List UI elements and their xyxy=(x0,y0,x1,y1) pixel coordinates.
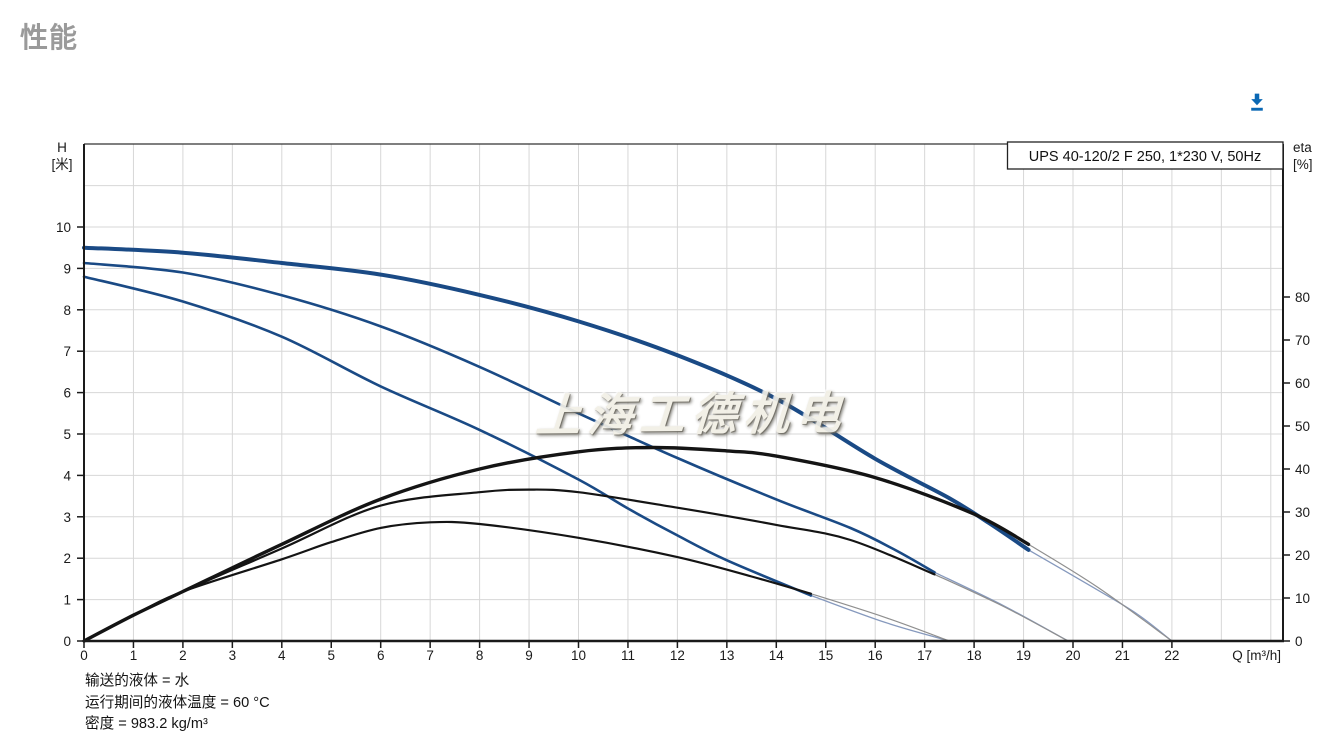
y-left-axis-title-line1: H xyxy=(57,140,67,155)
x-tick-label: 5 xyxy=(327,648,335,663)
curve-head-speed3-ext xyxy=(1027,549,1173,642)
fluid-info-line2: 运行期间的液体温度 = 60 °C xyxy=(85,694,270,711)
x-tick-label: 14 xyxy=(769,648,785,663)
curve-eta-speed1-ext xyxy=(810,593,950,642)
y-left-tick-label: 8 xyxy=(63,303,71,318)
y-right-tick-label: 0 xyxy=(1295,634,1303,649)
y-right-tick-label: 10 xyxy=(1295,591,1310,606)
x-tick-label: 20 xyxy=(1065,648,1080,663)
x-tick-label: 21 xyxy=(1115,648,1130,663)
x-tick-label: 10 xyxy=(571,648,586,663)
y-left-tick-label: 4 xyxy=(63,468,71,483)
x-tick-label: 2 xyxy=(179,648,187,663)
curve-eta-speed1 xyxy=(82,520,812,643)
y-left-tick-label: 3 xyxy=(63,510,71,525)
y-left-tick-label: 10 xyxy=(56,220,71,235)
curve-head-speed2 xyxy=(82,261,936,574)
x-tick-label: 22 xyxy=(1164,648,1179,663)
x-tick-label: 0 xyxy=(80,648,88,663)
curve-head-speed3 xyxy=(82,245,1031,552)
curve-eta-speed2-ext xyxy=(933,573,1069,642)
fluid-info-line1: 输送的液体 = 水 xyxy=(85,673,190,689)
y-right-tick-label: 50 xyxy=(1295,419,1310,434)
x-tick-label: 6 xyxy=(377,648,385,663)
y-left-tick-label: 2 xyxy=(63,551,71,566)
y-right-axis-title-line1: eta xyxy=(1293,140,1312,155)
y-left-tick-label: 9 xyxy=(63,261,71,276)
y-left-tick-label: 6 xyxy=(63,386,71,401)
download-icon xyxy=(1251,93,1263,111)
y-left-tick-label: 7 xyxy=(63,344,71,359)
curve-title-box: UPS 40-120/2 F 250, 1*230 V, 50Hz xyxy=(1006,141,1284,170)
y-right-tick-label: 80 xyxy=(1295,290,1310,305)
fluid-info-line3: 密度 = 983.2 kg/m³ xyxy=(85,716,208,732)
x-axis-title: Q [m³/h] xyxy=(1232,648,1281,663)
curve-head-speed1-ext xyxy=(810,594,951,642)
axis-titles: H [米] eta [%] Q [m³/h] xyxy=(51,140,1312,663)
y-right-tick-label: 70 xyxy=(1295,333,1310,348)
x-tick-label: 12 xyxy=(670,648,685,663)
x-tick-label: 1 xyxy=(130,648,138,663)
curves xyxy=(82,245,1173,643)
y-left-tick-label: 5 xyxy=(63,427,71,442)
x-tick-label: 15 xyxy=(818,648,833,663)
x-tick-label: 18 xyxy=(967,648,982,663)
y-right-axis-title-line2: [%] xyxy=(1293,157,1313,172)
x-tick-label: 11 xyxy=(621,648,635,663)
curve-head-speed1 xyxy=(82,275,813,597)
grid-lines xyxy=(84,144,1283,641)
curve-title: UPS 40-120/2 F 250, 1*230 V, 50Hz xyxy=(1029,149,1261,165)
y-right-tick-label: 40 xyxy=(1295,462,1310,477)
x-tick-label: 7 xyxy=(426,648,434,663)
x-tick-label: 9 xyxy=(525,648,533,663)
x-tick-label: 8 xyxy=(476,648,484,663)
y-left-tick-label: 0 xyxy=(63,634,71,649)
download-button[interactable] xyxy=(1242,84,1272,120)
page-title: 性能 xyxy=(20,22,79,53)
x-tick-label: 19 xyxy=(1016,648,1031,663)
x-tick-label: 4 xyxy=(278,648,286,663)
tick-marks: 0 1 2 3 4 5 6 7 8 9 10 11 12 13 14 15 16 17 18 19 20 21 220123… xyxy=(56,220,1310,663)
y-right-tick-label: 60 xyxy=(1295,376,1310,391)
x-tick-label: 17 xyxy=(917,648,932,663)
y-right-tick-label: 20 xyxy=(1295,548,1310,563)
fluid-info: 输送的液体 = 水 运行期间的液体温度 = 60 °C 密度 = 983.2 k… xyxy=(85,671,270,736)
y-right-tick-label: 30 xyxy=(1295,505,1310,520)
x-tick-label: 3 xyxy=(229,648,237,663)
x-tick-label: 13 xyxy=(719,648,734,663)
y-left-tick-label: 1 xyxy=(63,593,71,608)
curve-eta-speed3-ext xyxy=(1027,543,1173,642)
curve-title-box-frame xyxy=(1006,141,1284,170)
x-tick-label: 16 xyxy=(868,648,883,663)
y-left-axis-title-line2: [米] xyxy=(51,157,72,172)
